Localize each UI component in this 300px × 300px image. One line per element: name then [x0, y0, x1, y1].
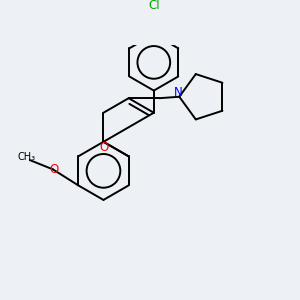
- Text: Cl: Cl: [148, 0, 160, 13]
- Text: O: O: [49, 163, 58, 176]
- Text: N: N: [174, 86, 182, 99]
- Text: O: O: [99, 141, 109, 154]
- Text: CH₃: CH₃: [17, 152, 35, 162]
